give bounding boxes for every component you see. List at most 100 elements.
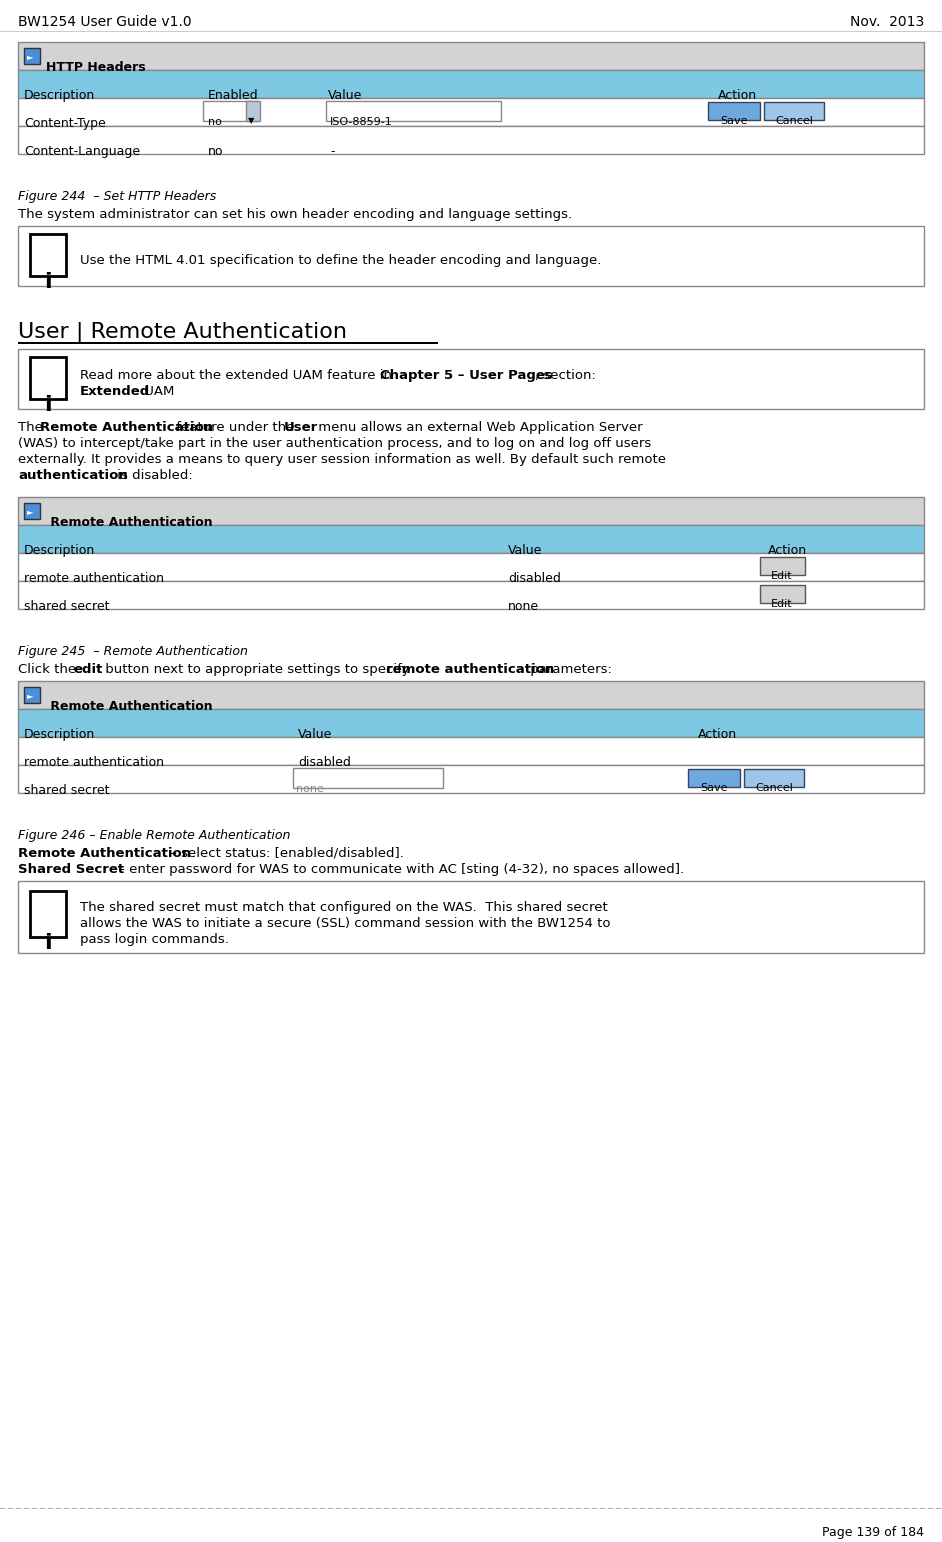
Text: User: User [284, 421, 318, 435]
Bar [246, 100, 260, 120]
Text: i: i [44, 933, 52, 953]
Text: Page 139 of 184: Page 139 of 184 [822, 1525, 924, 1539]
Bar [18, 350, 924, 410]
Bar [30, 891, 66, 936]
Text: externally. It provides a means to query user session information as well. By de: externally. It provides a means to query… [18, 453, 666, 466]
Text: ISO-8859-1: ISO-8859-1 [330, 117, 393, 126]
Bar [18, 709, 924, 737]
Bar [18, 225, 924, 285]
Text: Remote Authentication: Remote Authentication [18, 847, 191, 860]
Text: remote authentication: remote authentication [386, 663, 554, 675]
Bar [18, 581, 924, 609]
Text: none: none [296, 783, 324, 794]
Text: Value: Value [328, 89, 363, 102]
Text: ►: ► [27, 52, 34, 62]
Text: The: The [18, 421, 47, 435]
Bar [24, 48, 40, 63]
Text: Description: Description [24, 89, 95, 102]
Text: UAM: UAM [140, 386, 174, 398]
Bar [18, 69, 924, 97]
Bar [18, 42, 924, 69]
Text: The shared secret must match that configured on the WAS.  This shared secret: The shared secret must match that config… [80, 901, 608, 914]
Bar [744, 769, 804, 786]
Text: The system administrator can set his own header encoding and language settings.: The system administrator can set his own… [18, 208, 572, 221]
Text: BW1254 User Guide v1.0: BW1254 User Guide v1.0 [18, 15, 191, 29]
Text: no: no [208, 145, 223, 157]
Text: disabled: disabled [508, 572, 560, 584]
Text: Action: Action [718, 89, 757, 102]
Text: feature under the: feature under the [172, 421, 299, 435]
Text: – enter password for WAS to communicate with AC [sting (4-32), no spaces allowed: – enter password for WAS to communicate … [114, 864, 684, 876]
Text: Action: Action [698, 728, 738, 742]
Bar [764, 102, 824, 120]
Bar [18, 97, 924, 126]
Text: Enabled: Enabled [208, 89, 259, 102]
Text: Chapter 5 – User Pages: Chapter 5 – User Pages [380, 370, 553, 382]
Bar [18, 765, 924, 793]
Text: ►: ► [27, 507, 34, 517]
Text: Description: Description [24, 544, 95, 557]
Text: HTTP Headers: HTTP Headers [46, 62, 146, 74]
Text: i: i [44, 395, 52, 415]
Bar [24, 503, 40, 520]
Text: User | Remote Authentication: User | Remote Authentication [18, 322, 347, 342]
Bar [30, 358, 66, 399]
Text: shared secret: shared secret [24, 600, 109, 614]
Text: remote authentication: remote authentication [24, 756, 164, 769]
Bar [293, 768, 443, 788]
Text: Value: Value [508, 544, 543, 557]
Text: Remote Authentication: Remote Authentication [40, 421, 213, 435]
Text: Edit: Edit [771, 600, 793, 609]
Bar [688, 769, 740, 786]
Bar [18, 682, 924, 709]
Text: Remote Authentication: Remote Authentication [46, 517, 213, 529]
Text: ►: ► [27, 691, 34, 700]
Text: Extended: Extended [80, 386, 151, 398]
Text: Click the: Click the [18, 663, 80, 675]
Text: Action: Action [768, 544, 807, 557]
Bar [18, 880, 924, 953]
Text: Nov.  2013: Nov. 2013 [850, 15, 924, 29]
Bar [760, 584, 805, 603]
Text: pass login commands.: pass login commands. [80, 933, 229, 945]
Text: Cancel: Cancel [775, 116, 813, 126]
Bar [708, 102, 760, 120]
Text: authentication: authentication [18, 469, 128, 483]
Text: Read more about the extended UAM feature in: Read more about the extended UAM feature… [80, 370, 397, 382]
Bar [18, 526, 924, 554]
Bar [18, 126, 924, 154]
Bar [24, 688, 40, 703]
Text: none: none [508, 600, 539, 614]
Bar [18, 737, 924, 765]
Text: disabled: disabled [298, 756, 350, 769]
Text: i: i [44, 271, 52, 291]
Text: is disabled:: is disabled: [113, 469, 193, 483]
Bar [30, 234, 66, 276]
Text: parameters:: parameters: [526, 663, 612, 675]
Text: , section:: , section: [535, 370, 596, 382]
Text: no: no [208, 117, 222, 126]
Bar [18, 497, 924, 526]
Text: Content-Type: Content-Type [24, 117, 106, 130]
Text: Edit: Edit [771, 571, 793, 581]
Text: Content-Language: Content-Language [24, 145, 140, 157]
Bar [203, 100, 258, 120]
Text: shared secret: shared secret [24, 783, 109, 797]
Text: edit: edit [73, 663, 103, 675]
Text: Remote Authentication: Remote Authentication [46, 700, 213, 712]
Text: menu allows an external Web Application Server: menu allows an external Web Application … [314, 421, 642, 435]
Text: Save: Save [700, 783, 728, 793]
Text: Cancel: Cancel [755, 783, 793, 793]
Text: Save: Save [721, 116, 748, 126]
Text: ▼: ▼ [248, 116, 254, 125]
Bar [760, 557, 805, 575]
Bar [326, 100, 501, 120]
Text: Value: Value [298, 728, 333, 742]
Text: Figure 246 – Enable Remote Authentication: Figure 246 – Enable Remote Authenticatio… [18, 828, 290, 842]
Text: button next to appropriate settings to specify: button next to appropriate settings to s… [101, 663, 414, 675]
Text: Figure 244  – Set HTTP Headers: Figure 244 – Set HTTP Headers [18, 190, 217, 202]
Text: -: - [330, 145, 334, 157]
Text: (WAS) to intercept/take part in the user authentication process, and to log on a: (WAS) to intercept/take part in the user… [18, 438, 651, 450]
Text: Use the HTML 4.01 specification to define the header encoding and language.: Use the HTML 4.01 specification to defin… [80, 253, 601, 267]
Text: Figure 245  – Remote Authentication: Figure 245 – Remote Authentication [18, 645, 248, 658]
